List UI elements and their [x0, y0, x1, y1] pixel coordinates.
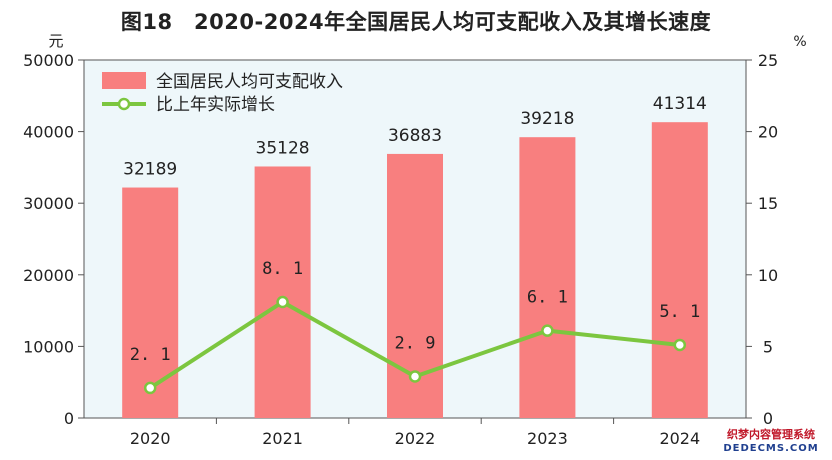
- watermark-line-2: DEDECMS.COM: [723, 443, 819, 454]
- y-right-unit: %: [793, 34, 806, 50]
- x-tick-label: 2021: [262, 429, 303, 448]
- y-left-tick-label: 0: [64, 409, 74, 428]
- chart-title: 图18 2020-2024年全国居民人均可支配收入及其增长速度: [120, 10, 712, 34]
- growth-point: [143, 381, 157, 395]
- x-tick-label: 2024: [659, 429, 700, 448]
- growth-point: [673, 338, 687, 352]
- y-left-tick-label: 20000: [23, 266, 74, 285]
- bar-value-label: 35128: [256, 138, 310, 158]
- y-right-tick-label: 0: [763, 409, 773, 428]
- growth-value-label: 2. 1: [130, 345, 171, 365]
- y-left-tick-label: 50000: [23, 51, 74, 70]
- y-right-tick-label: 25: [758, 51, 778, 70]
- growth-value-label: 5. 1: [659, 302, 700, 322]
- y-right-tick-label: 20: [758, 123, 778, 142]
- y-left-tick-label: 30000: [23, 194, 74, 213]
- bar-value-label: 32189: [123, 160, 177, 180]
- legend-label-growth: 比上年实际增长: [156, 95, 275, 115]
- y-left-tick-label: 10000: [23, 337, 74, 356]
- bar: [254, 166, 311, 418]
- growth-value-label: 8. 1: [262, 259, 303, 279]
- growth-point: [276, 295, 289, 309]
- growth-point: [408, 370, 422, 383]
- bar-value-label: 41314: [653, 94, 707, 114]
- growth-point: [541, 324, 554, 337]
- legend-label-income: 全国居民人均可支配收入: [156, 72, 343, 92]
- legend-swatch-income: [102, 72, 146, 89]
- y-right-tick-label: 10: [758, 266, 778, 285]
- bar: [122, 187, 179, 418]
- legend-swatch-growth-marker: [117, 97, 131, 111]
- growth-value-label: 6. 1: [527, 288, 568, 308]
- y-right-tick-label: 15: [758, 194, 778, 213]
- bar-value-label: 36883: [388, 126, 442, 146]
- x-tick-label: 2023: [527, 429, 568, 448]
- bar: [651, 122, 708, 418]
- x-tick-label: 2022: [395, 429, 436, 448]
- x-tick-label: 2020: [130, 429, 171, 448]
- y-left-unit: 元: [48, 32, 63, 50]
- watermark-logo: 织梦内容管理系统 DEDECMS.COM: [716, 428, 826, 456]
- bar: [519, 137, 576, 418]
- bar-value-label: 39218: [520, 109, 574, 129]
- growth-value-label: 2. 9: [395, 333, 436, 353]
- y-left-tick-label: 40000: [23, 123, 74, 142]
- y-right-tick-label: 5: [763, 337, 773, 356]
- watermark-line-1: 织梦内容管理系统: [727, 428, 815, 441]
